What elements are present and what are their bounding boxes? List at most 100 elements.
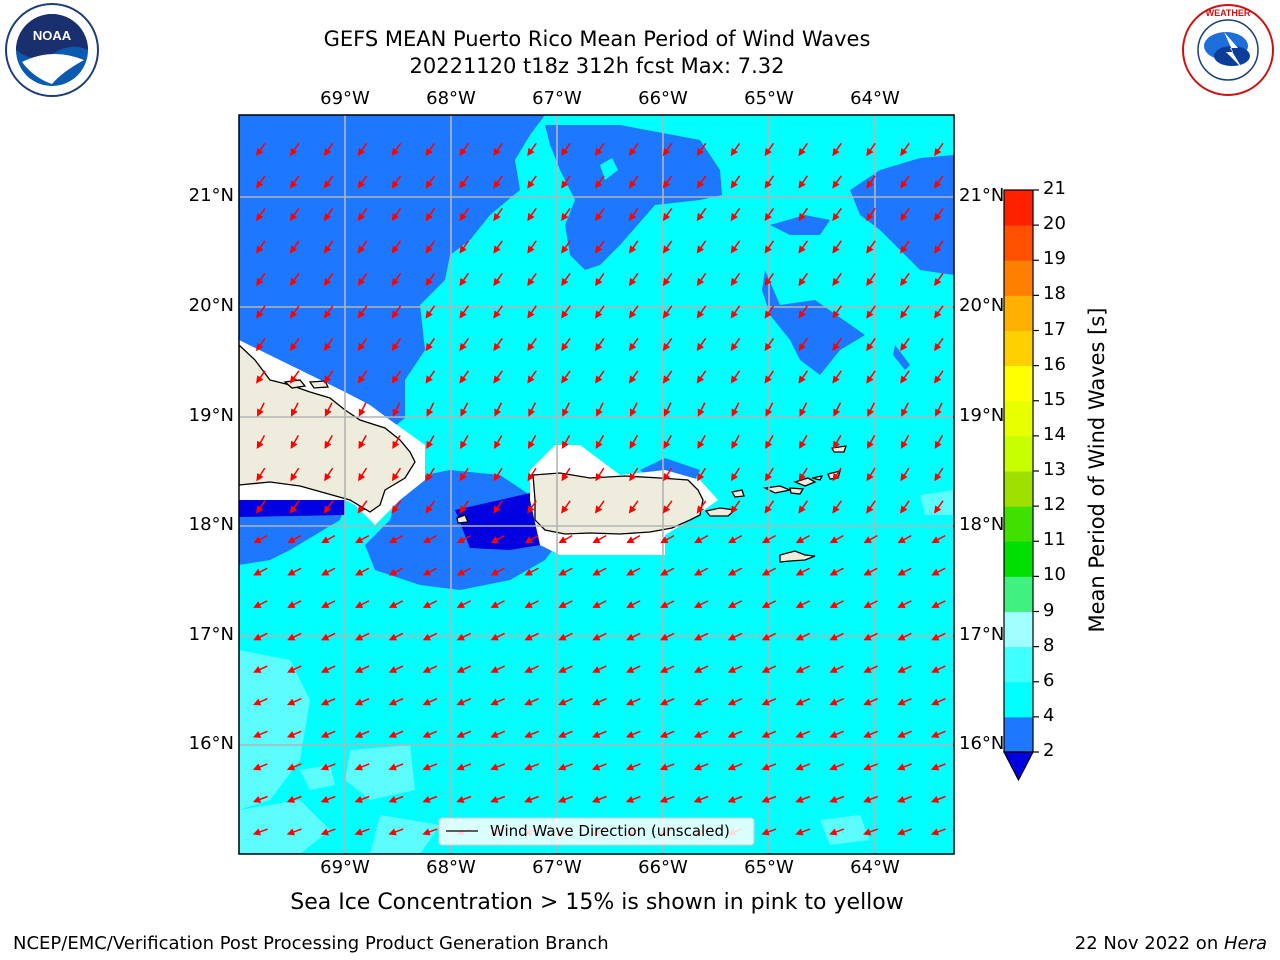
wave-arrow-head: [252, 763, 262, 771]
colorbar-tick-label: 12: [1043, 494, 1066, 516]
wave-arrow-head: [628, 245, 637, 254]
wave-arrow-head: [524, 698, 533, 706]
wave-arrow-head: [626, 601, 635, 608]
wave-arrow-head: [290, 408, 298, 417]
wave-arrow-head: [764, 375, 772, 384]
wave-arrow-head: [592, 601, 601, 608]
wave-arrow-head: [798, 310, 806, 319]
wave-arrow-head: [764, 245, 772, 254]
wave-arrow-head: [625, 795, 635, 803]
colorbar-tick-label: 10: [1043, 564, 1066, 586]
lat-label-left: 21°N: [188, 185, 234, 206]
wave-arrow-head: [693, 601, 703, 608]
wave-arrow-head: [426, 440, 434, 450]
wave-arrow-head: [625, 698, 635, 706]
wave-arrow-head: [727, 698, 736, 706]
wave-arrow-head: [798, 277, 806, 287]
wave-arrow-head: [761, 666, 770, 673]
wave-arrow-head: [595, 342, 603, 352]
colorbar-segment: [1004, 260, 1033, 296]
wave-arrow-head: [561, 277, 569, 287]
plot-frame: [238, 114, 955, 855]
wave-arrow-head: [391, 277, 399, 287]
wave-arrow-head: [422, 536, 432, 544]
wave-arrow-head: [493, 245, 501, 254]
wave-arrow-head: [628, 375, 637, 384]
wave-arrow-head: [561, 212, 569, 222]
wave-arrow-head: [324, 473, 332, 482]
wave-arrow-head: [524, 536, 533, 544]
wave-arrow-head: [694, 536, 703, 544]
wave-arrow-head: [388, 601, 398, 608]
wave-arrow-head: [931, 731, 940, 738]
wave-arrow-head: [696, 310, 705, 319]
wave-arrow-head: [320, 795, 329, 803]
wave-arrow-head: [289, 277, 298, 287]
wave-arrow-head: [829, 633, 838, 641]
footer-date: 22 Nov 2022 on Hera: [1075, 933, 1267, 954]
wave-arrow-head: [527, 180, 535, 189]
wave-arrow-head: [897, 731, 906, 738]
wave-arrow-head: [832, 212, 840, 222]
wave-arrow-head: [388, 633, 398, 641]
wave-arrow-head: [456, 568, 466, 576]
wave-arrow-head: [388, 666, 398, 673]
wave-arrow-head: [256, 342, 264, 352]
wave-arrow-head: [591, 795, 601, 803]
wave-arrow-head: [765, 440, 773, 450]
wave-arrow-head: [459, 505, 467, 514]
wave-arrow-head: [660, 536, 669, 544]
colorbar-segment: [1004, 716, 1033, 753]
wave-arrow-head: [561, 310, 569, 319]
wave-arrow-head: [357, 212, 366, 222]
wave-arrow-head: [798, 342, 806, 352]
wave-arrow-head: [901, 408, 908, 417]
wave-arrow-head: [425, 147, 433, 157]
wave-arrow-head: [561, 375, 569, 384]
wave-arrow-head: [493, 505, 501, 514]
lon-label-bottom: 64°W: [850, 857, 900, 878]
colorbar-segment: [1004, 541, 1033, 577]
map-title-line1: GEFS MEAN Puerto Rico Mean Period of Win…: [323, 27, 871, 51]
wave-arrow-head: [354, 633, 364, 641]
colorbar-tick-label: 4: [1043, 704, 1055, 726]
wave-arrow-head: [833, 408, 841, 417]
colorbar-tick-label: 6: [1043, 669, 1055, 691]
wave-arrow-head: [795, 763, 804, 771]
wave-arrow-head: [696, 505, 705, 514]
wave-arrow-head: [425, 473, 433, 482]
wave-arrow-head: [663, 408, 671, 417]
wave-arrow-head: [354, 828, 363, 836]
lon-label-top: 66°W: [638, 88, 688, 109]
wave-arrow-head: [253, 536, 262, 544]
wave-arrow-head: [493, 375, 501, 384]
wave-arrow-head: [761, 633, 770, 641]
wave-arrow-head: [388, 828, 397, 836]
wave-arrow-head: [321, 568, 330, 576]
wave-arrow-head: [832, 180, 840, 189]
wave-arrow-head: [524, 568, 533, 576]
wave-arrow-head: [663, 440, 671, 450]
land-areas: [239, 344, 847, 563]
wave-arrow-head: [930, 763, 940, 771]
wave-arrow-head: [391, 147, 399, 157]
wave-arrow-head: [388, 536, 398, 544]
wave-arrow-head: [799, 440, 807, 450]
wave-arrow-head: [765, 408, 773, 417]
wave-arrow-head: [626, 666, 635, 673]
wave-arrow-head: [764, 505, 772, 514]
wave-arrow-head: [693, 731, 702, 738]
wave-arrow-head: [934, 180, 942, 189]
wave-arrow-head: [931, 698, 940, 706]
wave-arrow-head: [829, 795, 838, 803]
wave-arrow-head: [931, 633, 940, 641]
wave-arrow-head: [764, 277, 772, 287]
wave-arrow-head: [662, 505, 671, 514]
wave-arrow-head: [256, 180, 264, 189]
lon-label-bottom: 65°W: [744, 857, 794, 878]
wave-arrow-head: [456, 795, 465, 803]
wave-arrow-head: [595, 212, 603, 222]
wave-arrow-head: [490, 633, 499, 641]
wave-arrow-head: [594, 505, 603, 514]
wave-arrow-head: [764, 212, 772, 222]
